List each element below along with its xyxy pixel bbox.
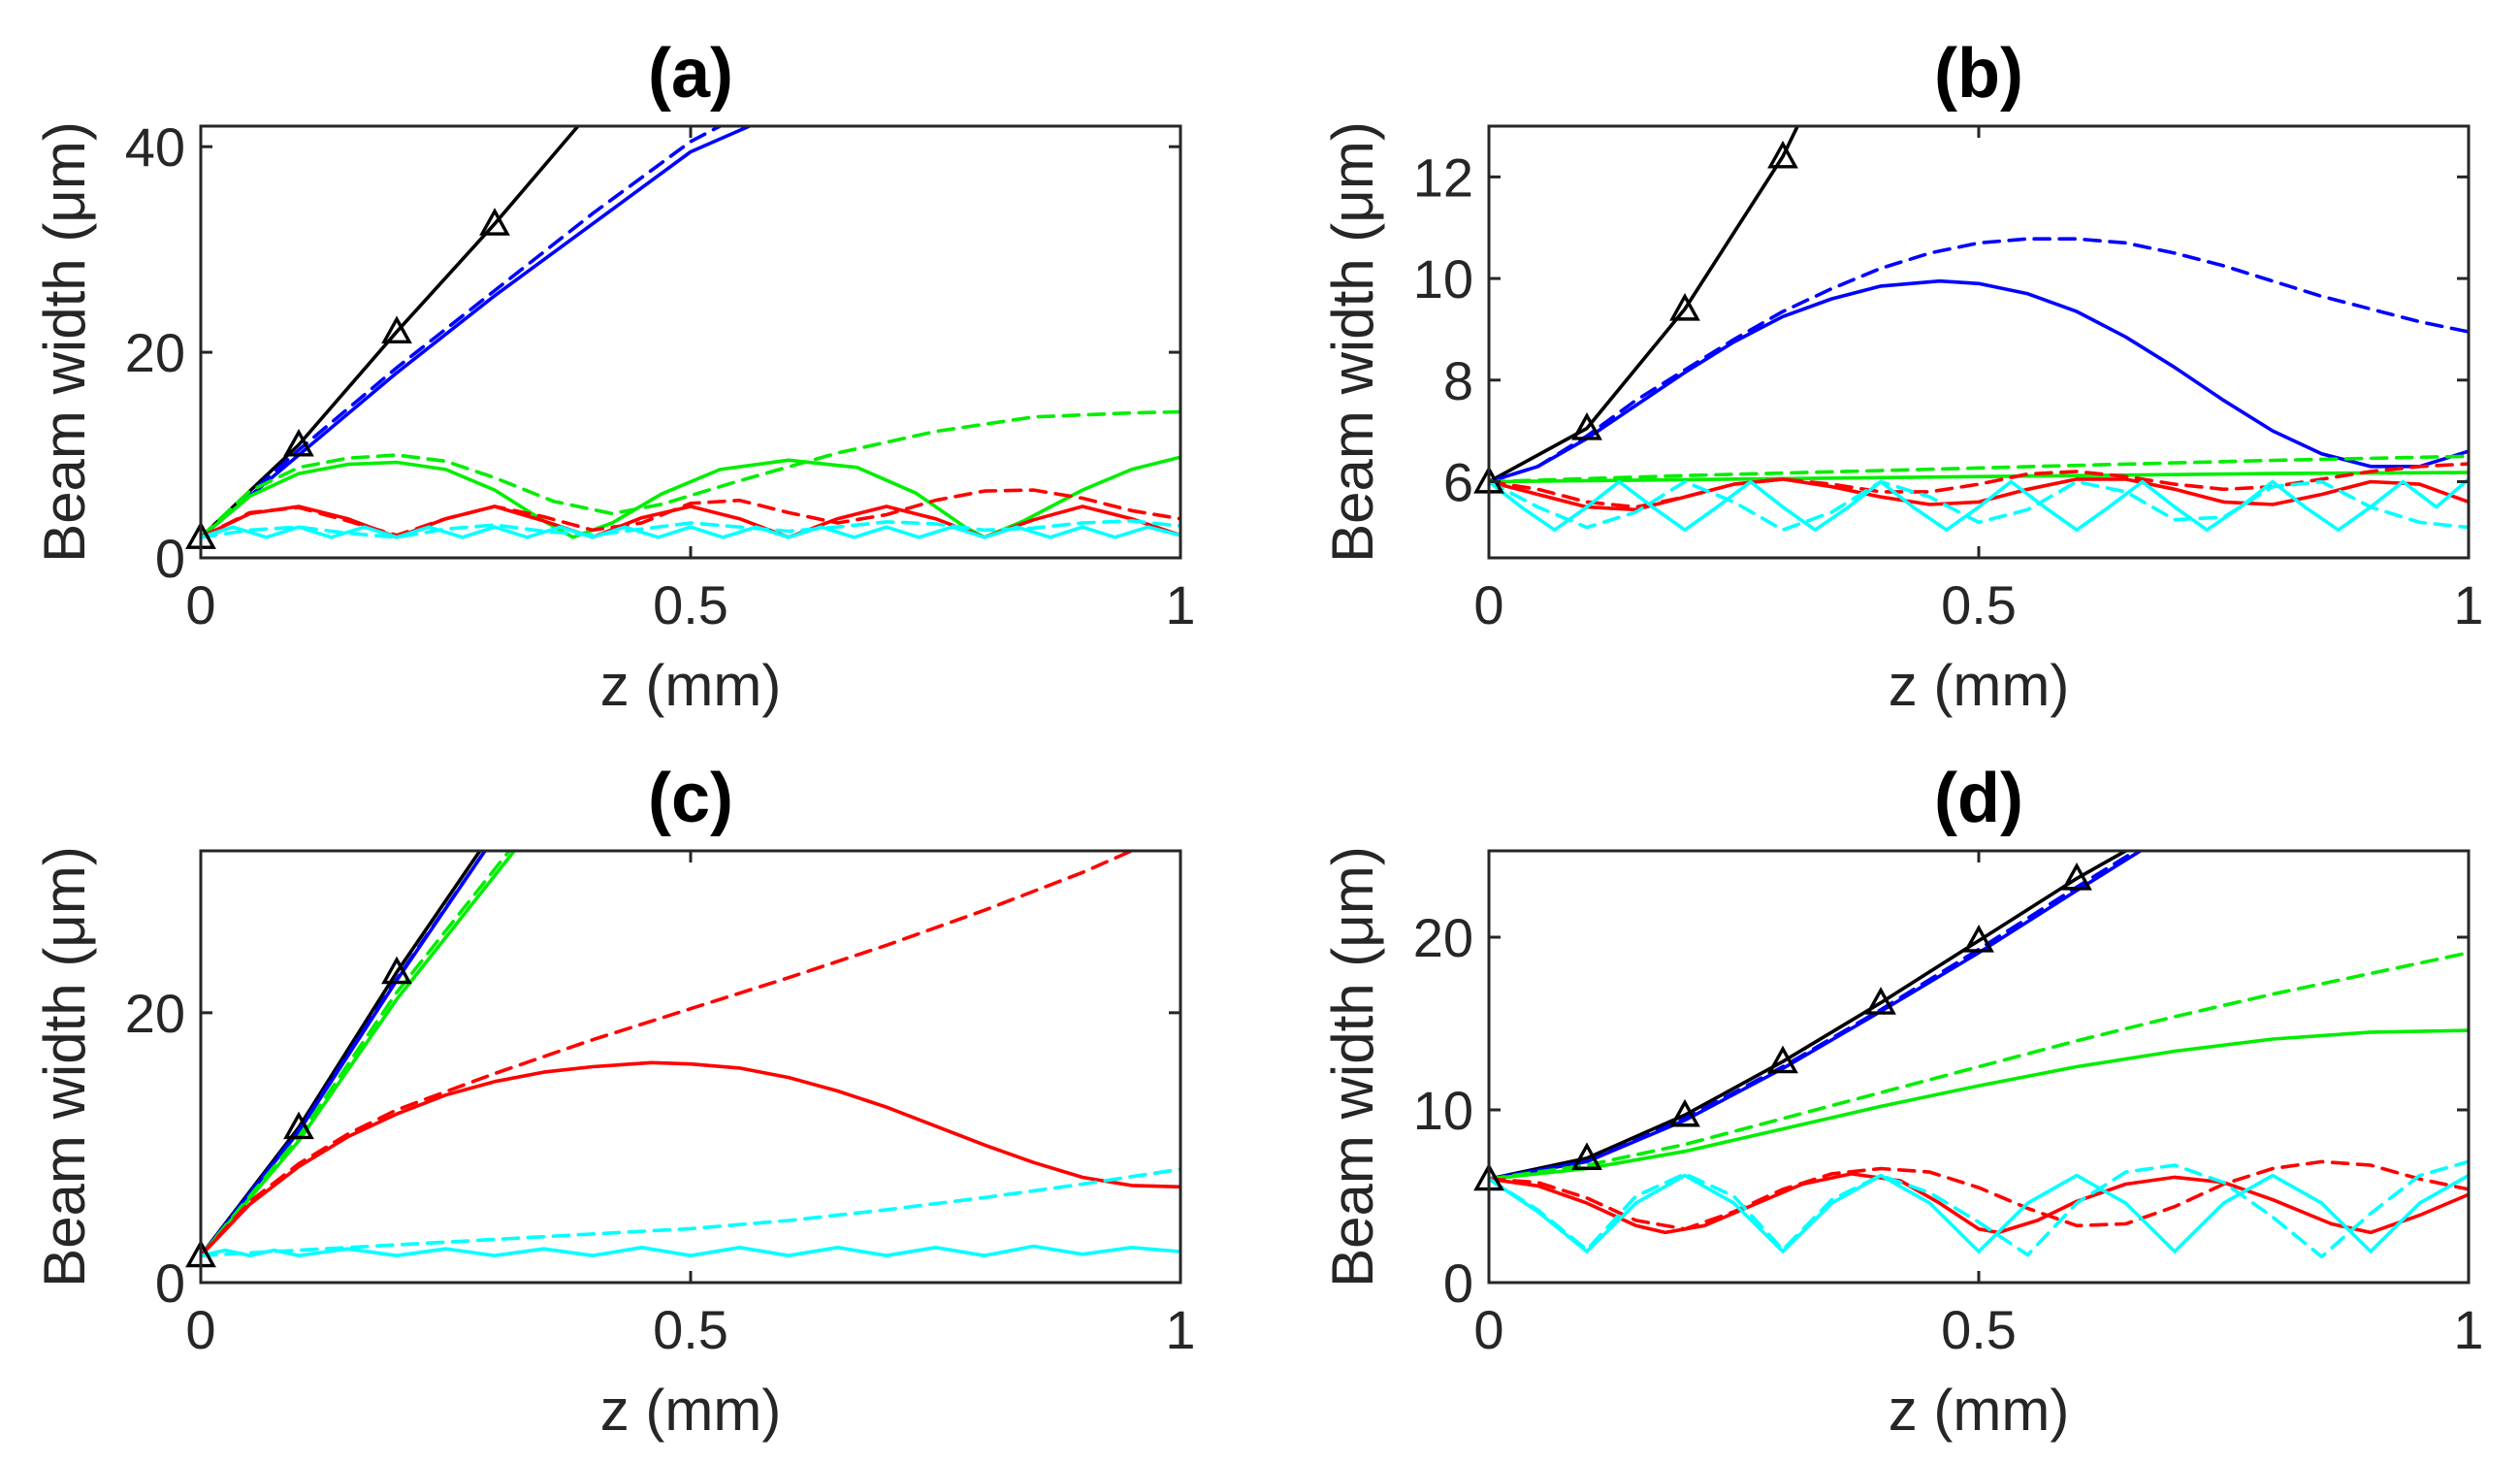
panel-b-series-cyan-dashed — [1489, 479, 2469, 532]
panel-c-series-cyan — [201, 1244, 1180, 1257]
panel-a-xtick-label: 0.5 — [653, 574, 728, 635]
panel-d-series-green — [1489, 1028, 2469, 1181]
panel-b-triangle-marker — [1767, 140, 1798, 169]
panel-c-triangle-marker — [381, 956, 412, 985]
panel-d-series-red-dashed — [1489, 1159, 2469, 1231]
panel-a-ytick-label: 40 — [125, 116, 185, 178]
panel-b-plot-area — [1489, 126, 2469, 532]
panel-d-triangle-marker — [1865, 987, 1896, 1015]
panel-c-xtick-label: 0.5 — [653, 1299, 728, 1360]
panel-b-xtick-label: 0 — [1473, 574, 1503, 635]
panel-d-series-blue — [1489, 851, 2143, 1181]
panel-a-triangle-marker — [479, 208, 510, 236]
panel-b-xtick-label: 0.5 — [1941, 574, 2017, 635]
panel-a-ylabel: Beam width (μm) — [32, 121, 97, 563]
panel-d-triangle-marker — [1669, 1098, 1700, 1127]
panel-a-series-cyan — [201, 525, 1180, 539]
panel-c-series-blue — [201, 851, 487, 1257]
panel-d-series-black — [1489, 851, 2128, 1181]
panel-a-series-cyan-dashed — [201, 519, 1180, 539]
panel-b-triangle-marker — [1669, 292, 1700, 321]
panel-c-plot-area — [201, 851, 1180, 1257]
panel-b-ylabel: Beam width (μm) — [1320, 121, 1385, 563]
panel-b: (b) 0 0.5 1 6 8 10 12 z (mm) Beam width (μm) — [1320, 35, 2484, 718]
panel-c-title: (c) — [648, 760, 733, 837]
panel-a-xlabel: z (mm) — [600, 653, 782, 718]
panel-a-series-green-dashed — [201, 409, 1180, 539]
panel-b-series-cyan — [1489, 477, 2469, 532]
panel-a-xtick-label: 1 — [1165, 574, 1195, 635]
panel-c-series-red — [201, 1060, 1180, 1257]
panel-c: (c) 0 0.5 1 0 20 z (mm) Beam width (μm) — [32, 760, 1196, 1443]
panel-c-ytick-label: 0 — [155, 1253, 185, 1314]
panel-d-triangle-marker — [1767, 1045, 1798, 1074]
panel-d-series-blue-dashed — [1489, 851, 2138, 1181]
panel-a-triangle-marker — [381, 315, 412, 344]
panel-b-xlabel: z (mm) — [1889, 653, 2070, 718]
panel-b-title: (b) — [1934, 35, 2023, 113]
panel-d-triangle-marker — [2061, 862, 2092, 891]
panel-d-ytick-label: 20 — [1413, 907, 1473, 968]
panel-a: (a) 0 0.5 1 0 20 40 z (mm) Beam width (μm) — [32, 35, 1196, 718]
panel-d-ytick-label: 10 — [1413, 1080, 1473, 1141]
panel-a-title: (a) — [648, 35, 733, 113]
panel-b-ytick-label: 10 — [1413, 248, 1473, 309]
panel-d-triangle-marker — [1571, 1142, 1602, 1170]
panel-c-series-green — [201, 851, 516, 1257]
panel-b-triangle-marker — [1571, 411, 1602, 440]
panel-d-series-cyan-dashed — [1489, 1159, 2469, 1259]
panel-b-series-black — [1489, 126, 1799, 484]
panel-b-ytick-label: 12 — [1413, 146, 1473, 208]
panel-c-series-red-dashed — [201, 851, 1134, 1257]
panel-c-triangle-marker — [283, 1111, 314, 1140]
panel-c-series-cyan-dashed — [201, 1167, 1180, 1257]
panel-b-series-green — [1489, 471, 2469, 484]
panel-c-xtick-label: 1 — [1165, 1299, 1195, 1360]
panel-b-series-blue — [1489, 278, 2469, 484]
panel-a-xtick-label: 0 — [185, 574, 215, 635]
panel-b-xtick-label: 1 — [2453, 574, 2483, 635]
panel-d-series-red — [1489, 1172, 2469, 1235]
panel-b-ytick-label: 6 — [1443, 451, 1473, 512]
panel-d-xtick-label: 1 — [2453, 1299, 2483, 1360]
panel-c-ytick-label: 20 — [125, 983, 185, 1044]
panel-a-plot-area — [201, 126, 1180, 539]
panel-a-series-black — [201, 126, 580, 539]
panel-d-xtick-label: 0 — [1473, 1299, 1503, 1360]
panel-d-xlabel: z (mm) — [1889, 1378, 2070, 1443]
panel-b-series-green-dashed — [1489, 454, 2469, 484]
panel-d-ylabel: Beam width (μm) — [1320, 846, 1385, 1287]
panel-b-series-blue-dashed — [1489, 237, 2469, 484]
panel-c-xtick-label: 0 — [185, 1299, 215, 1360]
panel-d-xtick-label: 0.5 — [1941, 1299, 2017, 1360]
panel-b-ytick-label: 8 — [1443, 350, 1473, 411]
panel-d-series-cyan — [1489, 1173, 2469, 1253]
panel-c-xlabel: z (mm) — [600, 1378, 782, 1443]
panel-c-series-black — [201, 851, 482, 1257]
panel-d-ytick-label: 0 — [1443, 1253, 1473, 1314]
panel-a-triangle-marker — [283, 428, 314, 457]
panel-a-ytick-label: 0 — [155, 528, 185, 589]
panel-a-axes-box — [199, 124, 1182, 560]
panel-a-ytick-label: 20 — [125, 322, 185, 383]
panel-a-series-red-dashed — [201, 488, 1180, 539]
panel-d-triangle-marker — [1963, 925, 1994, 953]
panel-d-title: (d) — [1934, 760, 2023, 837]
panel-d-plot-area — [1489, 851, 2469, 1259]
panel-d-series-green-dashed — [1489, 951, 2469, 1181]
panel-a-series-blue-dashed — [201, 126, 723, 539]
panel-c-ylabel: Beam width (μm) — [32, 846, 97, 1287]
